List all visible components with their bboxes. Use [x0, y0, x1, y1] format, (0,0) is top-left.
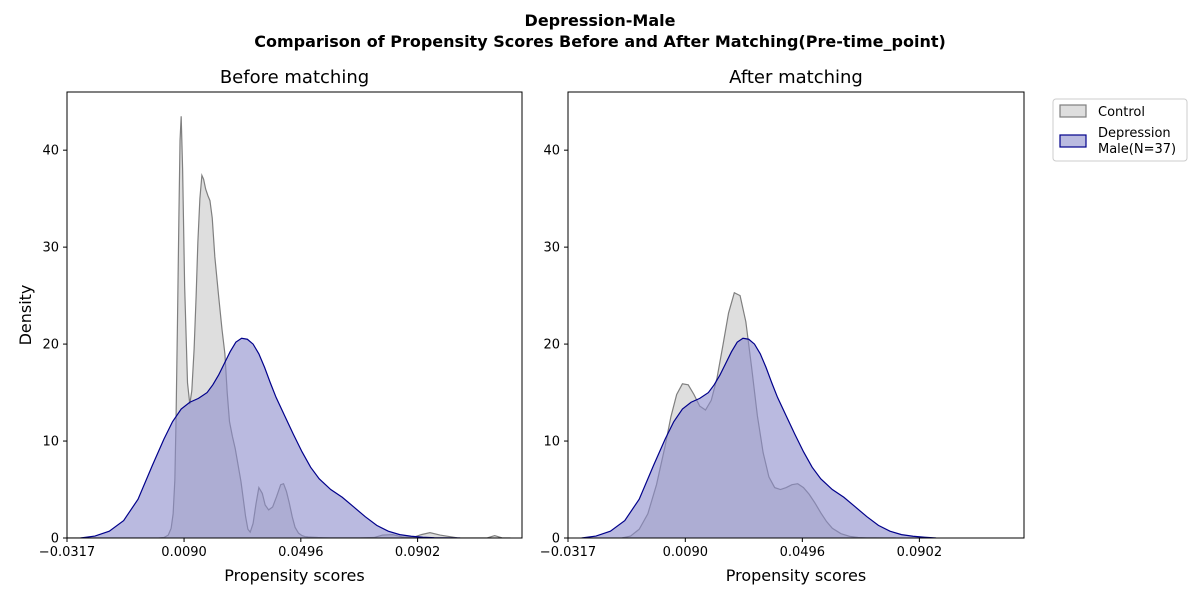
y-tick-label: 20 — [543, 338, 560, 353]
density-area-depression — [80, 338, 461, 538]
y-axis-label: Density — [16, 285, 35, 346]
y-tick-label: 30 — [42, 241, 59, 256]
legend-label-depression-line1: Depression — [1098, 126, 1171, 141]
density-line-depression — [80, 337, 461, 538]
figure-subtitle: Comparison of Propensity Scores Before a… — [254, 32, 946, 51]
plot-area — [581, 291, 937, 538]
panel-title: After matching — [729, 67, 863, 88]
density-area-depression — [581, 338, 937, 538]
y-tick-label: 40 — [42, 144, 59, 159]
y-tick-label: 0 — [51, 532, 59, 547]
x-tick-label: 0.0902 — [395, 545, 441, 560]
figure-title: Depression-Male — [525, 11, 676, 30]
legend-swatch-depression — [1059, 134, 1087, 148]
x-tick-label: 0.0902 — [897, 545, 943, 560]
panel-after-matching: −0.0317 0.0090 0.0496 0.0902 0 10 20 30 40 After … — [540, 67, 1025, 585]
legend-label-control: Control — [1098, 105, 1145, 120]
plot-area — [67, 116, 511, 538]
axes-frame — [567, 91, 1025, 539]
density-line-depression — [581, 337, 937, 538]
x-axis-label: Propensity scores — [224, 566, 364, 585]
panel-title: Before matching — [220, 67, 369, 88]
y-tick-label: 10 — [543, 435, 560, 450]
y-tick-label: 20 — [42, 338, 59, 353]
legend-label-depression-line2: Male(N=37) — [1098, 142, 1176, 157]
legend-swatch-control — [1059, 104, 1087, 118]
x-tick-label: −0.0317 — [39, 545, 95, 560]
y-tick-label: 30 — [543, 241, 560, 256]
y-tick-label: 40 — [543, 144, 560, 159]
x-axis-label: Propensity scores — [726, 566, 866, 585]
axes-frame — [66, 91, 523, 539]
panel-before-matching: −0.0317 0.0090 0.0496 0.0902 0 10 20 30 40 Before… — [16, 67, 523, 585]
y-tick-label: 10 — [42, 435, 59, 450]
y-tick-label: 0 — [552, 532, 560, 547]
x-tick-label: 0.0090 — [663, 545, 709, 560]
x-tick-label: 0.0496 — [278, 545, 324, 560]
legend: Control Depression Male(N=37) — [1052, 98, 1188, 162]
x-tick-label: 0.0090 — [161, 545, 207, 560]
x-tick-label: 0.0496 — [780, 545, 826, 560]
x-tick-label: −0.0317 — [540, 545, 596, 560]
